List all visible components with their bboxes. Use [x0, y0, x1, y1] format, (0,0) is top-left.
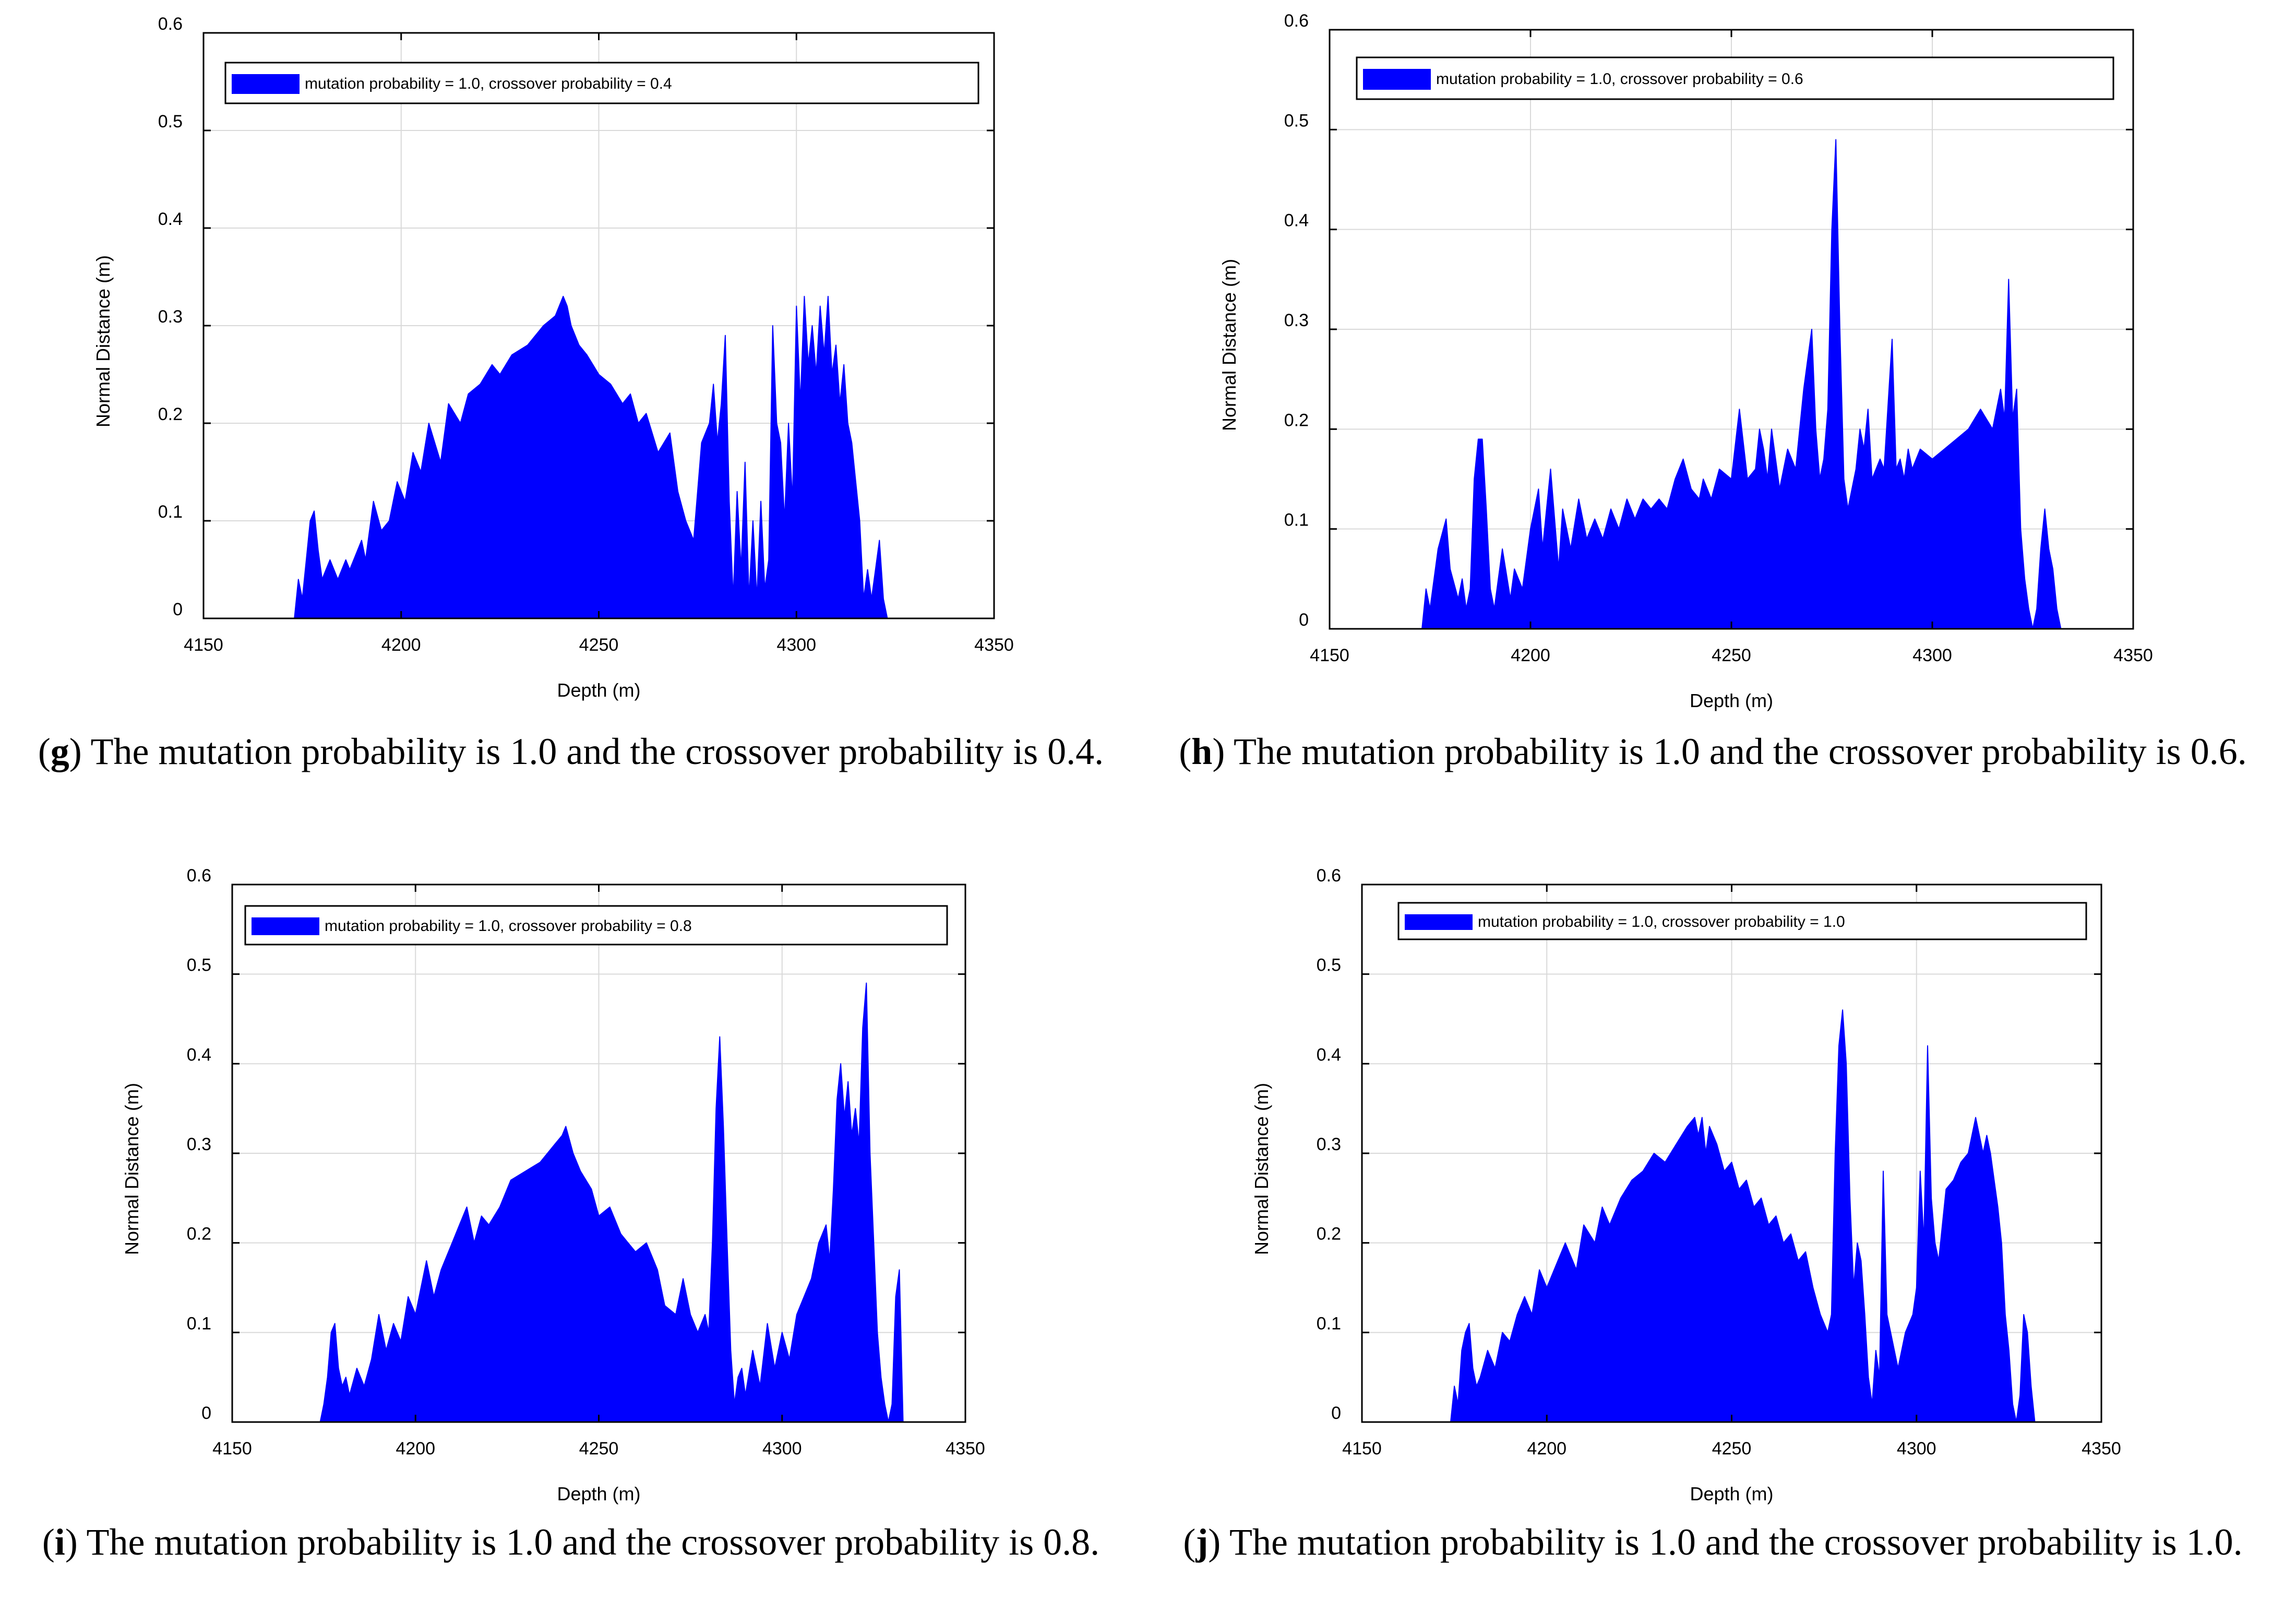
y-tick-label: 0 [173, 600, 183, 619]
y-tick-label: 0.3 [158, 307, 183, 327]
legend-box [1397, 902, 2087, 940]
y-axis-label: Normal Distance (m) [121, 1083, 142, 1255]
x-tick-label: 4200 [1511, 646, 1550, 665]
y-tick-label: 0.1 [158, 502, 183, 522]
y-tick-label: 0.2 [158, 404, 183, 424]
y-axis-label: Normal Distance (m) [92, 255, 114, 427]
y-tick-label: 0.6 [158, 14, 183, 34]
x-tick-label: 4200 [1527, 1439, 1566, 1459]
caption-i: (i) The mutation probability is 1.0 and … [42, 1521, 1100, 1563]
legend-swatch [232, 74, 300, 94]
panel-g: 4150 4200 4250 4300 4350 0 0.1 0.2 0.3 0.4 0.5 0.6 D… [0, 0, 1142, 843]
caption-text: The mutation probability is 1.0 and the … [86, 1521, 1100, 1563]
caption-letter: g [50, 731, 69, 772]
x-axis-label: Depth (m) [557, 679, 640, 701]
y-tick-label: 0.5 [187, 956, 211, 975]
area-series [1450, 1009, 2039, 1423]
panel-i: 4150 4200 4250 4300 4350 0 0.1 0.2 0.3 0.4 0.5 0.6 D… [0, 843, 1142, 1624]
x-tick-label: 4350 [2082, 1439, 2121, 1459]
y-tick-label: 0.2 [1284, 410, 1309, 430]
y-tick-label: 0.1 [187, 1313, 211, 1333]
x-tick-label: 4150 [212, 1439, 252, 1459]
legend-swatch [252, 917, 319, 935]
y-tick-label: 0.6 [1284, 11, 1309, 31]
legend-label: mutation probability = 1.0, crossover pr… [1436, 70, 1803, 88]
caption-g: (g) The mutation probability is 1.0 and … [38, 731, 1104, 772]
area-series [294, 295, 928, 619]
chart-i: 4150 4200 4250 4300 4350 0 0.1 0.2 0.3 0.4 0.5 0.6 D… [121, 866, 985, 1504]
legend-label: mutation probability = 1.0, crossover pr… [305, 75, 672, 92]
legend-swatch [1405, 914, 1473, 930]
legend-box [244, 905, 948, 946]
x-axis-label: Depth (m) [557, 1483, 640, 1504]
panel-h: 4150 4200 4250 4300 4350 0 0.1 0.2 0.3 0.4 0.5 0.6 D… [1142, 0, 2284, 843]
y-tick-label: 0.4 [158, 209, 183, 229]
chart-h: 4150 4200 4250 4300 4350 0 0.1 0.2 0.3 0.4 0.5 0.6 D… [1218, 11, 2153, 711]
x-tick-label: 4200 [381, 635, 421, 655]
caption-letter: j [1195, 1521, 1209, 1563]
x-tick-label: 4150 [184, 635, 223, 655]
caption-text: The mutation probability is 1.0 and the … [1234, 731, 2247, 772]
x-tick-label: 4350 [974, 635, 1014, 655]
x-tick-label: 4350 [946, 1439, 985, 1459]
legend-label: mutation probability = 1.0, crossover pr… [1478, 913, 1845, 930]
legend-swatch [1363, 69, 1431, 90]
x-tick-label: 4250 [1712, 1439, 1752, 1459]
y-tick-label: 0 [201, 1403, 211, 1423]
area-series [319, 982, 904, 1423]
x-tick-label: 4250 [579, 635, 619, 655]
x-tick-label: 4300 [1897, 1439, 1936, 1459]
y-tick-label: 0.5 [1284, 111, 1309, 130]
y-tick-label: 0.2 [1317, 1224, 1341, 1244]
x-tick-label: 4250 [579, 1439, 619, 1459]
chart-g: 4150 4200 4250 4300 4350 0 0.1 0.2 0.3 0.4 0.5 0.6 D… [92, 14, 1014, 701]
y-tick-label: 0.1 [1284, 510, 1309, 530]
y-tick-label: 0 [1299, 610, 1309, 630]
x-axis-label: Depth (m) [1690, 690, 1773, 711]
x-tick-label: 4350 [2113, 646, 2153, 665]
y-tick-label: 0.1 [1317, 1313, 1341, 1333]
x-tick-label: 4150 [1342, 1439, 1382, 1459]
y-tick-label: 0.3 [1317, 1135, 1341, 1154]
y-tick-label: 0.5 [1317, 956, 1341, 975]
y-tick-label: 0.2 [187, 1224, 211, 1244]
x-tick-label: 4250 [1712, 646, 1751, 665]
legend-box [224, 62, 979, 104]
chart-j: 4150 4200 4250 4300 4350 0 0.1 0.2 0.3 0.4 0.5 0.6 D… [1251, 866, 2121, 1504]
y-tick-label: 0.3 [187, 1135, 211, 1154]
caption-text: The mutation probability is 1.0 and the … [90, 731, 1104, 772]
y-tick-label: 0.6 [187, 866, 211, 886]
panel-j: 4150 4200 4250 4300 4350 0 0.1 0.2 0.3 0.4 0.5 0.6 D… [1142, 843, 2284, 1624]
caption-letter: i [54, 1521, 65, 1563]
x-tick-label: 4150 [1310, 646, 1349, 665]
y-tick-label: 0 [1331, 1403, 1341, 1423]
y-axis-label: Normal Distance (m) [1251, 1083, 1272, 1255]
x-tick-label: 4300 [1912, 646, 1952, 665]
caption-text: The mutation probability is 1.0 and the … [1229, 1521, 2243, 1563]
x-axis-label: Depth (m) [1690, 1483, 1773, 1504]
caption-letter: h [1191, 731, 1213, 772]
caption-h: (h) The mutation probability is 1.0 and … [1179, 731, 2247, 772]
y-tick-label: 0.4 [1317, 1045, 1341, 1065]
x-tick-label: 4200 [396, 1439, 435, 1459]
x-tick-label: 4300 [762, 1439, 802, 1459]
area-series [1421, 139, 2066, 629]
y-tick-label: 0.3 [1284, 311, 1309, 330]
legend-label: mutation probability = 1.0, crossover pr… [325, 917, 692, 935]
caption-j: (j) The mutation probability is 1.0 and … [1183, 1521, 2243, 1563]
x-tick-label: 4300 [776, 635, 816, 655]
y-tick-label: 0.5 [158, 112, 183, 132]
y-tick-label: 0.4 [187, 1045, 211, 1065]
y-tick-label: 0.4 [1284, 211, 1309, 231]
y-tick-label: 0.6 [1317, 866, 1341, 886]
legend-box [1356, 56, 2114, 100]
y-axis-label: Normal Distance (m) [1218, 259, 1240, 431]
